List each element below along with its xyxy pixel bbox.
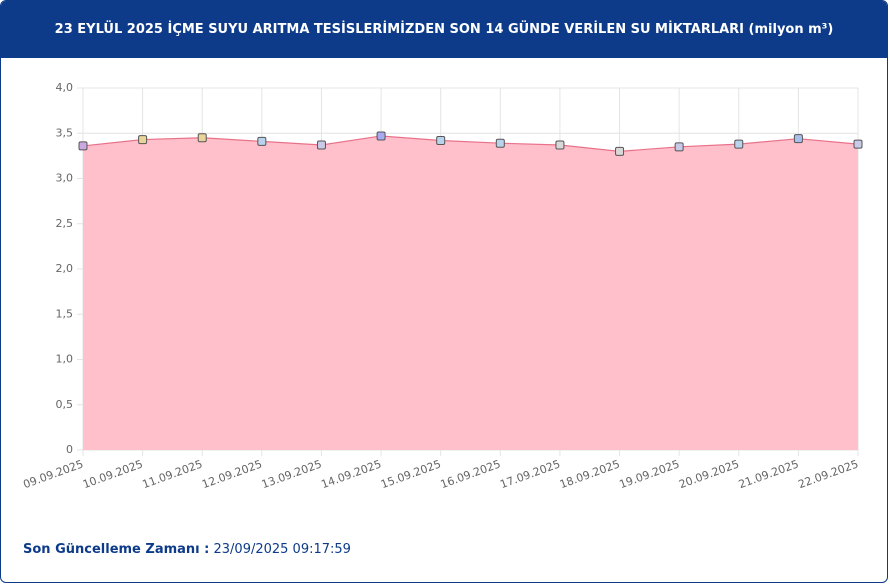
x-tick-label: 21.09.2025 — [737, 457, 801, 491]
footer-value: 23/09/2025 09:17:59 — [213, 542, 351, 557]
x-tick-label: 10.09.2025 — [81, 457, 145, 491]
point — [376, 131, 386, 141]
x-tick-label: 09.09.2025 — [21, 457, 85, 491]
x-tick-label: 12.09.2025 — [200, 457, 264, 491]
chart: 0 0,5 1,0 1,5 2,0 2,5 3,0 3,5 4,0 09.09.202510.09… — [21, 81, 863, 491]
y-tick-label: 4,0 — [56, 81, 74, 94]
point — [853, 139, 863, 149]
x-tick-label: 20.09.2025 — [677, 457, 741, 491]
point — [555, 140, 565, 150]
x-tick-label: 15.09.2025 — [379, 457, 443, 491]
x-tick-label: 17.09.2025 — [498, 457, 562, 491]
point — [674, 142, 684, 152]
footer: Son Güncelleme Zamanı : 23/09/2025 09:17… — [23, 542, 351, 557]
point — [495, 138, 505, 148]
x-tick-label: 11.09.2025 — [141, 457, 205, 491]
chart-title: 23 EYLÜL 2025 İÇME SUYU ARITMA TESİSLERİ… — [1, 1, 887, 58]
point — [257, 136, 267, 146]
point — [436, 135, 446, 145]
y-tick-label: 0,5 — [56, 398, 74, 411]
point — [734, 139, 744, 149]
footer-label: Son Güncelleme Zamanı : — [23, 542, 210, 557]
x-tick-label: 14.09.2025 — [319, 457, 383, 491]
area — [83, 135, 858, 450]
x-tick-label: 18.09.2025 — [558, 457, 622, 491]
y-tick-label: 3,5 — [56, 126, 74, 139]
y-tick-label: 3,0 — [56, 172, 74, 185]
x-tick-label: 19.09.2025 — [618, 457, 682, 491]
point — [197, 133, 207, 143]
y-tick-label: 2,5 — [56, 217, 74, 230]
point — [78, 141, 88, 151]
y-tick-label: 0 — [66, 443, 73, 456]
point — [316, 140, 326, 150]
y-tick-label: 1,0 — [56, 353, 74, 366]
x-tick-label: 16.09.2025 — [439, 457, 503, 491]
line — [82, 135, 859, 152]
point — [138, 135, 148, 145]
y-tick-label: 1,5 — [56, 307, 74, 320]
x-tick-label: 13.09.2025 — [260, 457, 324, 491]
y-tick-label: 2,0 — [56, 262, 74, 275]
x-tick-label: 22.09.2025 — [796, 457, 860, 491]
point — [615, 146, 625, 156]
point — [793, 134, 803, 144]
